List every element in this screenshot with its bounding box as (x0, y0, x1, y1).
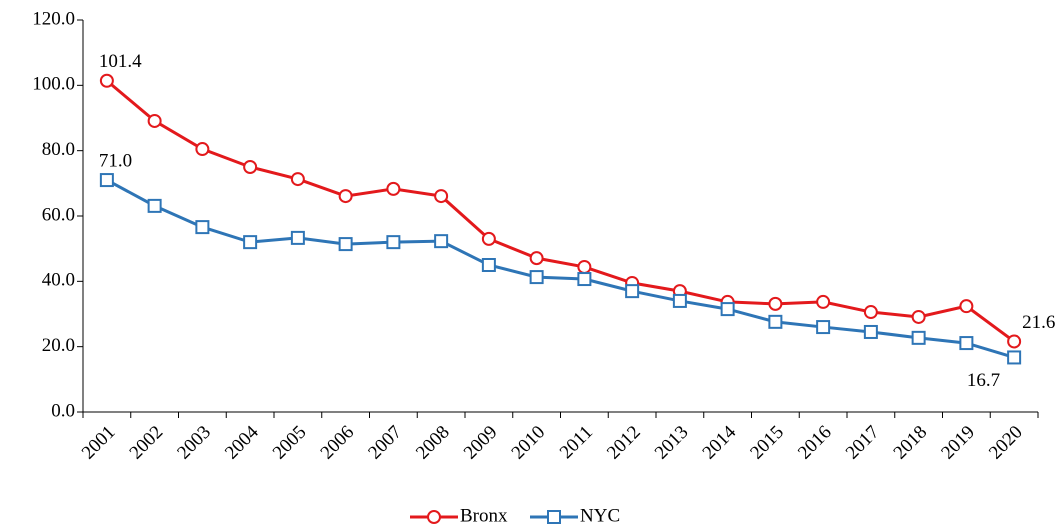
x-tick-label: 2013 (651, 422, 693, 464)
marker (147, 113, 162, 128)
marker (290, 230, 305, 245)
series-line (106, 178, 1015, 359)
marker (768, 296, 783, 311)
marker (577, 272, 592, 287)
x-tick-label: 2018 (890, 422, 932, 464)
marker (481, 258, 496, 272)
x-tick-label: 2011 (556, 422, 597, 463)
data-label: 21.6 (1022, 312, 1055, 333)
y-tick-label: 20.0 (42, 335, 75, 356)
y-tick-label: 0.0 (51, 400, 75, 421)
marker (99, 73, 114, 88)
x-tick-label: 2012 (603, 422, 645, 464)
y-tick-label: 120.0 (32, 8, 75, 29)
x-tick-label: 2017 (842, 422, 884, 464)
marker (863, 324, 878, 339)
x-tick-label: 2008 (412, 422, 454, 464)
x-tick-label: 2003 (173, 422, 215, 464)
marker (672, 293, 687, 308)
marker (243, 235, 258, 250)
x-tick-label: 2005 (269, 422, 311, 464)
x-tick-label: 2001 (78, 422, 120, 464)
marker (768, 314, 783, 329)
x-tick-label: 2020 (985, 422, 1027, 464)
marker (195, 220, 210, 235)
marker (959, 336, 974, 351)
y-tick-label: 100.0 (32, 74, 75, 95)
marker (1007, 334, 1022, 349)
y-tick-label: 80.0 (42, 139, 75, 160)
x-tick-label: 2016 (794, 422, 836, 464)
marker (290, 172, 305, 187)
marker (625, 284, 640, 299)
x-tick-label: 2007 (364, 422, 406, 464)
marker (481, 231, 496, 246)
x-tick-label: 2014 (699, 421, 741, 463)
marker (195, 142, 210, 157)
marker (547, 510, 561, 524)
x-tick-label: 2019 (937, 422, 979, 464)
marker (434, 234, 449, 249)
x-tick-label: 2010 (508, 422, 550, 464)
marker (386, 235, 401, 250)
legend-label: Bronx (460, 505, 508, 526)
data-label: 71.0 (99, 150, 132, 171)
marker (816, 294, 831, 309)
marker (1007, 350, 1022, 365)
marker (529, 270, 544, 285)
x-tick-label: 2015 (746, 422, 788, 464)
marker (720, 302, 735, 317)
data-label: 101.4 (99, 51, 142, 72)
marker (338, 189, 353, 204)
marker (147, 198, 162, 213)
marker (434, 189, 449, 204)
marker (243, 160, 258, 174)
x-tick-label: 2002 (126, 422, 168, 464)
marker (529, 251, 544, 266)
x-tick-label: 2006 (317, 422, 359, 464)
x-tick-label: 2004 (221, 421, 263, 463)
series-line (105, 79, 1016, 343)
marker (427, 510, 441, 524)
data-label: 16.7 (967, 370, 1000, 391)
legend-label: NYC (580, 505, 620, 526)
marker (338, 237, 353, 252)
y-tick-label: 40.0 (42, 270, 75, 291)
marker (577, 259, 592, 274)
y-tick-label: 60.0 (42, 204, 75, 225)
marker (911, 309, 926, 324)
marker (959, 299, 974, 314)
marker (816, 320, 831, 335)
marker (863, 305, 878, 320)
marker (99, 173, 114, 188)
marker (386, 181, 401, 196)
marker (911, 330, 926, 345)
x-tick-label: 2009 (460, 422, 502, 464)
